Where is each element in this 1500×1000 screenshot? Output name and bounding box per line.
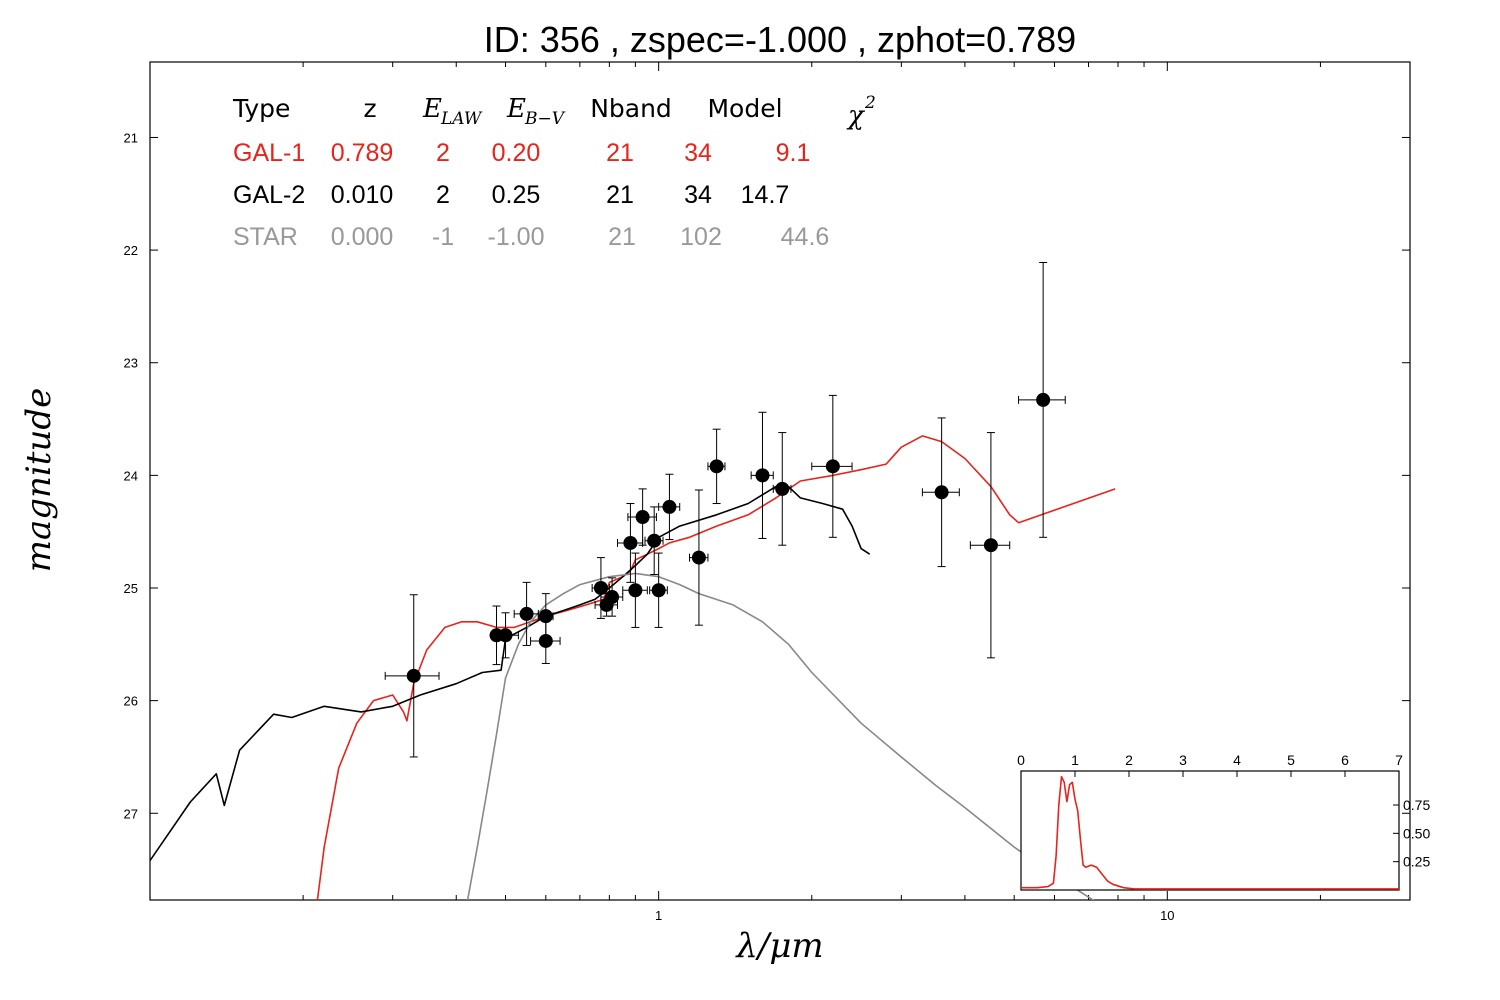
data-point bbox=[775, 481, 790, 496]
row-gal-1-chi2: 9.1 bbox=[776, 139, 811, 167]
model-line-2 bbox=[150, 485, 871, 862]
data-point bbox=[651, 583, 666, 598]
header-ebv: E bbox=[506, 94, 526, 124]
inset-x-tick-label: 7 bbox=[1395, 752, 1403, 768]
data-point bbox=[628, 583, 643, 598]
data-point bbox=[1036, 392, 1051, 407]
model-line-1 bbox=[316, 435, 1116, 900]
data-point bbox=[538, 609, 553, 624]
y-tick-label: 27 bbox=[124, 806, 138, 821]
row-star-elaw: -1 bbox=[432, 223, 454, 251]
row-gal-1-z: 0.789 bbox=[331, 139, 394, 167]
row-star-type: STAR bbox=[233, 223, 298, 251]
header-elaw-sub: LAW bbox=[440, 109, 483, 129]
data-point bbox=[825, 459, 840, 474]
row-gal-2-ebv: 0.25 bbox=[492, 181, 541, 209]
data-point bbox=[519, 606, 534, 621]
y-tick-label: 22 bbox=[124, 243, 138, 258]
header-ebv-sub: B−V bbox=[524, 109, 566, 129]
data-point bbox=[498, 628, 513, 643]
header-elaw: E bbox=[422, 94, 442, 124]
row-gal-2-model: 34 bbox=[684, 181, 712, 209]
photo-z-pdf-inset: 0 1 2 3 4 5 6 7 0.25 0.50 0.75 bbox=[1017, 752, 1430, 891]
row-gal-1-ebv: 0.20 bbox=[492, 139, 541, 167]
row-gal-2-chi2: 14.7 bbox=[741, 181, 790, 209]
row-gal-1-nband: 21 bbox=[606, 139, 634, 167]
inset-x-tick-label: 5 bbox=[1287, 752, 1295, 768]
y-tick-label: 21 bbox=[124, 130, 138, 145]
row-gal-2-elaw: 2 bbox=[436, 181, 450, 209]
plot-frame bbox=[149, 61, 1411, 901]
inset-y-tick-label: 0.25 bbox=[1403, 854, 1430, 870]
row-gal-2-z: 0.010 bbox=[331, 181, 394, 209]
y-tick-label: 25 bbox=[124, 581, 138, 596]
y-tick-label: 26 bbox=[124, 694, 138, 709]
row-gal-1-model: 34 bbox=[684, 139, 712, 167]
x-tick-label: 10 bbox=[1160, 908, 1174, 923]
row-gal-1-type: GAL-1 bbox=[233, 139, 305, 167]
row-star-chi2: 44.6 bbox=[781, 223, 830, 251]
row-star-z: 0.000 bbox=[331, 223, 394, 251]
x-axis-label: λ/μm bbox=[734, 926, 823, 966]
data-point bbox=[709, 459, 724, 474]
inset-frame bbox=[1020, 770, 1400, 891]
header-type: Type bbox=[232, 94, 290, 123]
data-point bbox=[605, 590, 620, 605]
header-chi2-sup: 2 bbox=[864, 93, 876, 113]
data-point bbox=[755, 468, 770, 483]
y-axis-label: magnitude bbox=[19, 388, 59, 573]
model-line-3 bbox=[466, 572, 1095, 900]
y-tick-label: 23 bbox=[124, 356, 138, 371]
inset-y-tick-label: 0.50 bbox=[1403, 825, 1430, 841]
x-tick-label: 1 bbox=[655, 908, 662, 923]
inset-x-tick-label: 4 bbox=[1233, 752, 1241, 768]
row-star-ebv: -1.00 bbox=[488, 223, 545, 251]
data-point bbox=[593, 581, 608, 596]
data-point bbox=[406, 668, 421, 683]
inset-x-tick-label: 3 bbox=[1179, 752, 1187, 768]
row-gal-1-elaw: 2 bbox=[436, 139, 450, 167]
model-curves bbox=[150, 435, 1116, 900]
data-point bbox=[934, 485, 949, 500]
photometry-points bbox=[384, 261, 1066, 758]
data-point bbox=[691, 550, 706, 565]
inset-x-tick-label: 2 bbox=[1125, 752, 1133, 768]
inset-y-tick-label: 0.75 bbox=[1403, 797, 1430, 813]
chart-title: ID: 356 , zspec=-1.000 , zphot=0.789 bbox=[484, 19, 1076, 60]
header-model: Model bbox=[707, 94, 782, 123]
inset-x-tick-label: 0 bbox=[1017, 752, 1025, 768]
inset-x-tick-label: 6 bbox=[1341, 752, 1349, 768]
y-tick-label: 24 bbox=[124, 468, 138, 483]
header-z: z bbox=[363, 94, 376, 123]
data-point bbox=[623, 535, 638, 550]
header-nband: Nband bbox=[590, 94, 672, 123]
header-chi2: χ bbox=[846, 101, 866, 131]
row-gal-2-nband: 21 bbox=[606, 181, 634, 209]
data-point bbox=[538, 633, 553, 648]
row-star-model: 102 bbox=[680, 223, 722, 251]
data-point bbox=[983, 538, 998, 553]
row-gal-2-type: GAL-2 bbox=[233, 181, 305, 209]
data-point bbox=[662, 499, 677, 514]
pdf-line-1 bbox=[1021, 775, 1399, 890]
row-star-nband: 21 bbox=[608, 223, 636, 251]
data-point bbox=[635, 510, 650, 525]
inset-x-tick-label: 1 bbox=[1071, 752, 1079, 768]
data-point bbox=[647, 533, 662, 548]
